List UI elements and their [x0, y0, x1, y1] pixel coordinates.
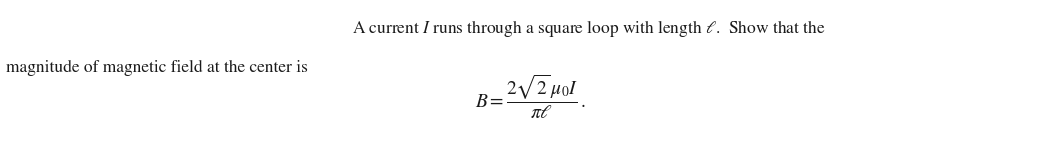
- Text: A current $I$ runs through a square loop with length $\ell$.  Show that the: A current $I$ runs through a square loop…: [352, 18, 825, 39]
- Text: magnitude of magnetic field at the center is: magnitude of magnetic field at the cente…: [6, 60, 307, 76]
- Text: $B = \dfrac{2\sqrt{2}\,\mu_0 I}{\pi \ell}\,.$: $B = \dfrac{2\sqrt{2}\,\mu_0 I}{\pi \ell…: [475, 73, 585, 121]
